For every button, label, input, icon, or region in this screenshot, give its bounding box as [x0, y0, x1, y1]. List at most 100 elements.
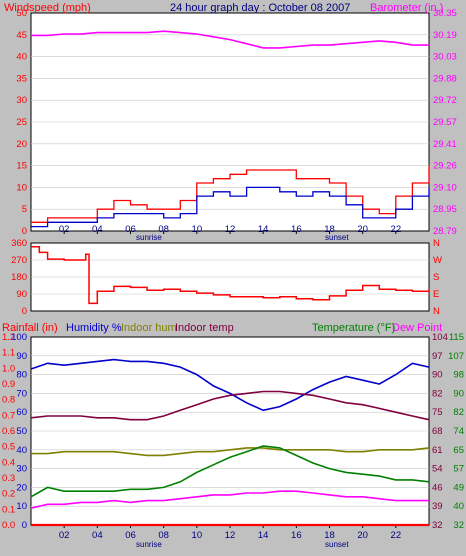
tick-label: 30.19 [433, 30, 457, 41]
temp-tick-label: 32 [432, 520, 443, 531]
sunset-label-bottom: sunset [325, 540, 349, 549]
rain-tick-label: 0.9 [2, 379, 15, 390]
tick-label: 29.88 [433, 73, 457, 84]
sunset-label: sunset [325, 233, 349, 242]
tick-label: 90 [16, 289, 27, 300]
x-tick-label: 20 [357, 224, 368, 235]
tick-label: 270 [11, 255, 27, 266]
tick-label: N [433, 238, 440, 249]
series-line-humidity [30, 358, 430, 412]
tick-label: 40 [16, 52, 27, 63]
series-line-wind-average [31, 186, 430, 228]
tick-label: 20 [16, 482, 27, 493]
temp-tick-label: 107 [448, 351, 464, 362]
temp-tick-label: 75 [432, 407, 443, 418]
x-tick-label: 04 [92, 530, 103, 541]
x-tick-label: 18 [324, 530, 335, 541]
rain-tick-label: 1.0 [2, 363, 15, 374]
series-line-dew-point [30, 490, 429, 509]
tick-label: 10 [16, 501, 27, 512]
tick-label: 28.79 [433, 226, 457, 237]
tick-label: 70 [16, 388, 27, 399]
barometer-axis-label: Barometer (in.) [370, 2, 443, 14]
series-line-barometer-in [31, 30, 429, 49]
rain-tick-label: 0.7 [2, 410, 15, 421]
x-tick-label: 16 [291, 224, 302, 235]
tick-label: 360 [11, 238, 27, 249]
tick-label: 30.35 [433, 8, 457, 19]
temp-tick-label: 39 [432, 501, 443, 512]
tick-label: 30.03 [433, 52, 457, 63]
tick-label: 15 [16, 161, 27, 172]
tick-label: 180 [11, 272, 27, 283]
series-line-indoor-temp [30, 390, 430, 421]
temperature-axis-label: Temperature (°F) [312, 322, 395, 334]
indoor-hum-label: Indoor hum [121, 322, 177, 334]
temp-tick-label: 57 [453, 464, 464, 475]
temp-tick-label: 82 [453, 407, 464, 418]
rain-tick-label: 1.2 [2, 332, 15, 343]
x-tick-label: 10 [192, 530, 203, 541]
tick-label: 0 [22, 306, 27, 317]
x-tick-label: 22 [391, 224, 402, 235]
tick-label: 50 [16, 8, 27, 19]
tick-label: 30 [16, 95, 27, 106]
x-tick-label: 14 [258, 224, 269, 235]
chart-title: 24 hour graph day : October 08 2007 [170, 2, 350, 14]
series-line-temperature-f [30, 445, 430, 498]
tick-label: 0 [22, 226, 27, 237]
temp-tick-label: 46 [432, 482, 443, 493]
series-line-indoor-hum [31, 447, 430, 457]
x-tick-label: 08 [158, 224, 169, 235]
temp-tick-label: 90 [432, 370, 443, 381]
rain-tick-label: 0.6 [2, 426, 15, 437]
series-line-wind-gust [31, 165, 430, 223]
humidity-axis-label: Humidity % [66, 322, 122, 334]
temp-tick-label: 82 [432, 388, 443, 399]
tick-label: 29.41 [433, 139, 457, 150]
x-tick-label: 10 [192, 224, 203, 235]
temp-tick-label: 104 [432, 332, 448, 343]
rain-tick-label: 0.4 [2, 457, 15, 468]
windspeed-axis-label: Windspeed (mph) [4, 2, 91, 14]
x-tick-label: 06 [125, 530, 136, 541]
tick-label: 45 [16, 30, 27, 41]
temp-tick-label: 115 [449, 332, 464, 343]
temp-tick-label: 90 [453, 388, 464, 399]
x-tick-label: 06 [125, 224, 136, 235]
x-tick-label: 12 [225, 224, 236, 235]
tick-label: 50 [16, 426, 27, 437]
tick-label: 100 [11, 332, 27, 343]
tick-label: 0 [22, 520, 27, 531]
tick-label: N [433, 306, 440, 317]
rain-tick-label: 0.0 [2, 520, 15, 531]
temp-tick-label: 68 [432, 426, 443, 437]
tick-label: 10 [16, 182, 27, 193]
tick-label: 29.26 [433, 161, 457, 172]
sunrise-label-bottom: sunrise [136, 540, 162, 549]
rain-tick-label: 1.1 [2, 348, 15, 359]
tick-label: E [433, 289, 439, 300]
tick-label: 90 [16, 351, 27, 362]
temp-tick-label: 65 [453, 445, 464, 456]
x-tick-label: 08 [158, 530, 169, 541]
temp-tick-label: 97 [432, 351, 443, 362]
x-tick-label: 02 [59, 224, 70, 235]
wind-panel: Windspeed (mph) 24 hour graph day : Octo… [4, 2, 457, 242]
temp-tick-label: 49 [453, 482, 464, 493]
tick-label: 29.72 [433, 95, 457, 106]
tick-label: 5 [22, 204, 27, 215]
x-tick-label: 02 [59, 530, 70, 541]
temp-tick-label: 40 [453, 501, 464, 512]
rain-tick-label: 0.8 [2, 395, 15, 406]
series-line-wind-direction [31, 246, 430, 305]
tick-label: S [433, 272, 439, 283]
tick-label: 35 [16, 73, 27, 84]
temp-panel: Rainfall (in) Humidity % Indoor hum Indo… [2, 322, 464, 549]
x-tick-label: 04 [92, 224, 103, 235]
sunrise-label: sunrise [136, 233, 162, 242]
rain-tick-label: 0.1 [2, 504, 15, 515]
rain-tick-label: 0.3 [2, 473, 15, 484]
temp-tick-label: 98 [453, 370, 464, 381]
